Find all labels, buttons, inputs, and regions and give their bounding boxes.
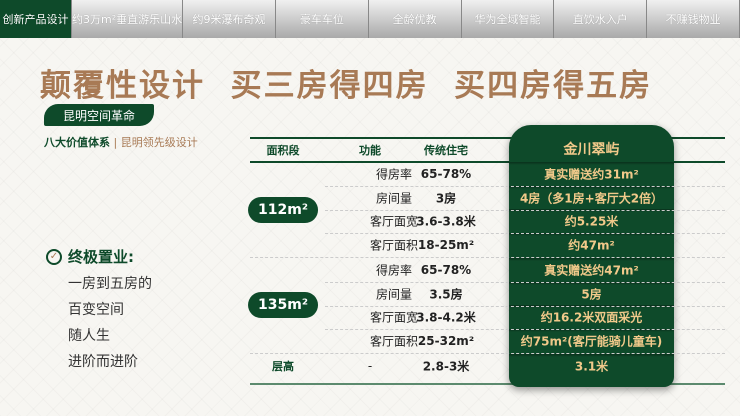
row-traditional: 25-32m² bbox=[417, 333, 475, 348]
row-jinchuan: 约75m²(客厅能骑儿童车) bbox=[520, 334, 663, 349]
row-separator bbox=[509, 281, 674, 285]
row-jinchuan: 真实赠送约47m² bbox=[544, 263, 639, 278]
row-traditional: 3.8-4.2米 bbox=[416, 310, 476, 325]
page-title: 颠覆性设计 买三房得四房 买四房得五房 bbox=[40, 68, 653, 104]
summary-line: 随人生 bbox=[68, 328, 110, 344]
summary-line: 进阶而进阶 bbox=[68, 354, 138, 370]
row-separator bbox=[509, 185, 674, 189]
tab-property[interactable]: 不赚钱物业 bbox=[647, 0, 740, 38]
row-separator bbox=[509, 257, 674, 261]
summary-heading: 终极置业: bbox=[68, 248, 134, 266]
top-nav: 创新产品设计 约3万m²垂直游乐山水 约9米瀑布奇观 豪车车位 全龄优教 华为全… bbox=[0, 0, 740, 38]
row-separator bbox=[509, 328, 674, 332]
group-divider bbox=[250, 256, 725, 258]
tab-drinking-water[interactable]: 直饮水入户 bbox=[554, 0, 648, 38]
header-function: 功能 bbox=[359, 144, 381, 157]
header-area: 面积段 bbox=[266, 144, 300, 157]
row-separator bbox=[509, 233, 674, 237]
row-divider bbox=[325, 233, 725, 235]
row-traditional: 3房 bbox=[435, 191, 457, 206]
header-traditional: 传统住宅 bbox=[424, 144, 468, 157]
tab-waterfall[interactable]: 约9米瀑布奇观 bbox=[183, 0, 276, 38]
row-traditional: 3.6-3.8米 bbox=[416, 214, 476, 229]
table-bottom-line bbox=[250, 383, 725, 385]
table-top-line bbox=[250, 137, 725, 139]
row-divider bbox=[325, 305, 725, 307]
section-pill: 昆明空间革命 bbox=[44, 104, 154, 126]
tab-smart-home[interactable]: 华为全域智能 bbox=[462, 0, 555, 38]
row-jinchuan: 真实赠送约31m² bbox=[544, 167, 639, 182]
row-function: 客厅面宽 bbox=[369, 310, 419, 325]
row-traditional: 3.5房 bbox=[429, 287, 463, 301]
row-jinchuan: 约47m² bbox=[568, 238, 615, 253]
group-divider bbox=[250, 352, 725, 354]
row-divider bbox=[325, 209, 725, 211]
row-function: 客厅面宽 bbox=[369, 214, 419, 229]
area-badge: 112m² bbox=[248, 196, 318, 223]
row-function: 房间量 bbox=[375, 191, 413, 206]
tab-innovative-design[interactable]: 创新产品设计 bbox=[0, 0, 72, 38]
summary-block: ✓ 终极置业: 一房到五房的 百变空间 随人生 进阶而进阶 bbox=[46, 246, 152, 371]
row-label-height: 层高 bbox=[272, 359, 294, 373]
row-function: 得房率 bbox=[375, 263, 413, 278]
row-traditional: 2.8-3米 bbox=[422, 359, 470, 374]
row-separator bbox=[509, 353, 674, 357]
row-function: 得房率 bbox=[375, 167, 413, 182]
subtitle-sep: | bbox=[113, 136, 118, 149]
row-function: 房间量 bbox=[375, 287, 413, 301]
row-traditional: 65-78% bbox=[420, 262, 472, 277]
row-jinchuan: 5房 bbox=[581, 287, 602, 301]
tab-landscape[interactable]: 约3万m²垂直游乐山水 bbox=[72, 0, 184, 38]
jinchuan-column: 金川翠屿真实赠送约31m² 4房（多1房+客厅大2倍） 约5.25米 约47m² 真实赠… bbox=[509, 125, 674, 387]
header-jinchuan: 金川翠屿 bbox=[563, 142, 620, 158]
row-function: - bbox=[367, 358, 373, 373]
row-jinchuan: 约16.2米双面采光 bbox=[540, 310, 643, 325]
row-separator bbox=[509, 162, 674, 165]
row-separator bbox=[509, 305, 674, 309]
row-separator bbox=[509, 209, 674, 213]
row-jinchuan: 约5.25米 bbox=[564, 214, 619, 229]
tab-parking[interactable]: 豪车车位 bbox=[276, 0, 369, 38]
row-function: 客厅面积 bbox=[369, 334, 419, 349]
table-header-line bbox=[250, 161, 725, 163]
row-jinchuan: 4房（多1房+客厅大2倍） bbox=[519, 191, 664, 206]
check-icon: ✓ bbox=[46, 248, 62, 265]
area-badge: 135m² bbox=[248, 292, 318, 319]
summary-line: 百变空间 bbox=[68, 302, 124, 318]
row-traditional: 18-25m² bbox=[417, 238, 475, 253]
row-traditional: 65-78% bbox=[420, 167, 472, 181]
row-divider bbox=[325, 281, 725, 283]
row-function: 客厅面积 bbox=[369, 238, 419, 253]
row-divider bbox=[325, 329, 725, 331]
summary-line: 一房到五房的 bbox=[68, 276, 152, 292]
subtitle-rest: 昆明领先级设计 bbox=[120, 136, 198, 149]
tab-education[interactable]: 全龄优教 bbox=[369, 0, 462, 38]
subtitle-main: 八大价值体系 bbox=[44, 136, 110, 149]
subtitle: 八大价值体系 | 昆明领先级设计 bbox=[44, 134, 198, 150]
row-divider bbox=[325, 186, 725, 187]
row-jinchuan: 3.1米 bbox=[574, 359, 609, 374]
